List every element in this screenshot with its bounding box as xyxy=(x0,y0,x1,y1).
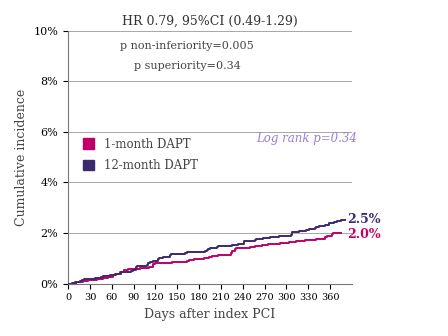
Legend: 1-month DAPT, 12-month DAPT: 1-month DAPT, 12-month DAPT xyxy=(82,138,198,172)
Title: HR 0.79, 95%CI (0.49-1.29): HR 0.79, 95%CI (0.49-1.29) xyxy=(122,15,298,28)
X-axis label: Days after index PCI: Days after index PCI xyxy=(144,308,276,321)
Y-axis label: Cumulative incidence: Cumulative incidence xyxy=(15,88,28,226)
Text: p non-inferiority=0.005: p non-inferiority=0.005 xyxy=(121,41,254,51)
Text: 2.5%: 2.5% xyxy=(347,213,380,226)
Text: p superiority=0.34: p superiority=0.34 xyxy=(134,61,241,71)
Text: 2.0%: 2.0% xyxy=(347,228,380,241)
Text: Log rank p=0.34: Log rank p=0.34 xyxy=(256,132,357,145)
